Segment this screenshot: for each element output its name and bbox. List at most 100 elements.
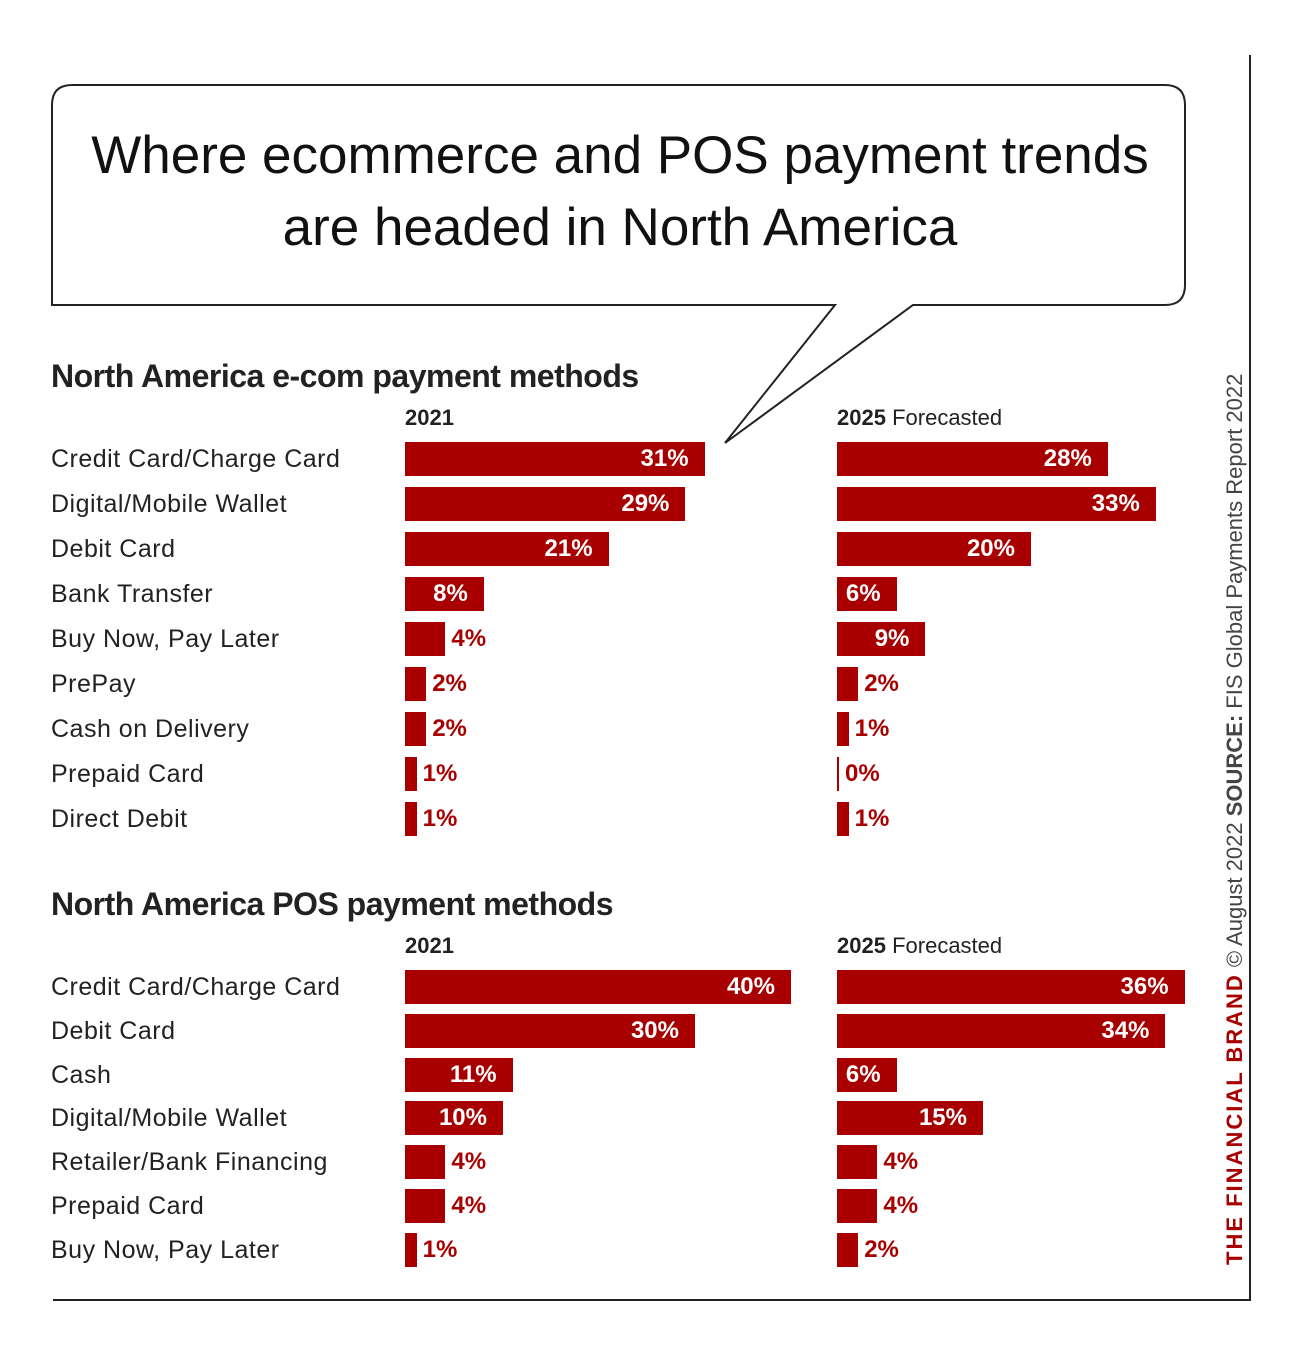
category-label: Digital/Mobile Wallet	[51, 490, 288, 518]
bar	[405, 532, 609, 566]
category-label: Retailer/Bank Financing	[51, 1148, 328, 1177]
value-label: 30%	[630, 1016, 679, 1044]
category-label: PrePay	[51, 670, 136, 698]
bar	[405, 487, 686, 521]
category-label: Prepaid Card	[51, 760, 205, 788]
series-header: 2021	[405, 932, 454, 960]
bar	[837, 970, 1185, 1004]
bar	[405, 970, 791, 1004]
series-name: 2025	[837, 933, 886, 958]
bar	[405, 802, 417, 836]
value-label: 28%	[1043, 445, 1092, 472]
series-note: Forecasted	[892, 405, 1003, 430]
series-name: 2021	[405, 405, 454, 430]
category-label: Debit Card	[51, 1016, 176, 1045]
bar	[837, 487, 1156, 521]
headline: Where ecommerce and POS payment trends a…	[91, 126, 1149, 257]
value-label: 15%	[918, 1104, 967, 1132]
bar	[837, 667, 859, 701]
value-label: 20%	[966, 535, 1015, 562]
bar	[405, 577, 484, 611]
bar	[405, 1145, 446, 1180]
value-label: 1%	[854, 715, 890, 742]
bar	[837, 577, 897, 611]
value-label: 6%	[845, 580, 881, 607]
bar	[837, 1189, 878, 1223]
value-label: 36%	[1120, 973, 1169, 1000]
chart-title: North America POS payment methods	[51, 886, 614, 922]
source-label: SOURCE:	[1222, 714, 1247, 817]
value-label: 1%	[854, 805, 890, 832]
category-label: Prepaid Card	[51, 1192, 205, 1220]
value-label: 1%	[422, 805, 458, 832]
bar	[405, 712, 427, 746]
bar	[837, 622, 926, 656]
bar	[837, 1145, 878, 1180]
value-label: 34%	[1101, 1016, 1150, 1044]
bar	[837, 442, 1108, 476]
value-label: 2%	[432, 715, 467, 742]
bar	[837, 1232, 859, 1267]
category-label: Cash	[51, 1060, 112, 1089]
value-label: 21%	[544, 535, 593, 562]
value-label: 33%	[1091, 490, 1140, 517]
value-label: 4%	[883, 1148, 919, 1176]
series-note: Forecasted	[892, 933, 1003, 958]
category-label: Cash on Delivery	[51, 715, 250, 743]
bar	[405, 1057, 513, 1092]
bar	[837, 1101, 983, 1136]
value-label: 4%	[451, 1192, 487, 1219]
series-header: 2021	[405, 404, 454, 432]
bar	[837, 1013, 1166, 1048]
bar	[405, 1101, 503, 1136]
value-label: 10%	[438, 1104, 487, 1132]
bar	[405, 1189, 446, 1223]
value-label: 4%	[451, 1148, 487, 1176]
value-label: 4%	[883, 1192, 919, 1219]
series-name: 2025	[837, 405, 886, 430]
value-label: 1%	[422, 760, 458, 787]
value-label: 11%	[449, 1060, 497, 1088]
chart-title: North America e-com payment methods	[51, 358, 639, 394]
category-label: Buy Now, Pay Later	[51, 1235, 280, 1264]
credit-date: © August 2022	[1222, 822, 1247, 968]
category-label: Buy Now, Pay Later	[51, 625, 280, 653]
bar	[405, 442, 705, 476]
bar	[405, 757, 417, 791]
bar	[405, 1232, 417, 1267]
value-label: 29%	[621, 490, 670, 517]
value-label: 40%	[726, 973, 775, 1000]
brand: THE FINANCIAL BRAND	[1222, 973, 1247, 1265]
series-name: 2021	[405, 933, 454, 958]
value-label: 8%	[433, 580, 468, 607]
bar	[837, 532, 1031, 566]
bar	[837, 712, 849, 746]
bar	[837, 1057, 897, 1092]
bar	[405, 1013, 695, 1048]
category-label: Bank Transfer	[51, 580, 214, 608]
bar	[837, 757, 839, 791]
value-label: 2%	[432, 670, 467, 697]
bar	[405, 667, 427, 701]
value-label: 6%	[845, 1060, 881, 1088]
series-header: 2025 Forecasted	[837, 932, 1002, 960]
category-label: Credit Card/Charge Card	[51, 973, 341, 1001]
speech-bubble	[51, 84, 1186, 444]
value-label: 2%	[864, 670, 899, 697]
category-label: Debit Card	[51, 535, 176, 563]
source-credit: THE FINANCIAL BRAND © August 2022 SOURCE…	[1220, 305, 1250, 1265]
value-label: 1%	[422, 1235, 458, 1263]
bar	[837, 802, 849, 836]
category-label: Credit Card/Charge Card	[51, 445, 341, 473]
series-header: 2025 Forecasted	[837, 404, 1002, 432]
value-label: 0%	[845, 760, 880, 787]
source: FIS Global Payments Report 2022	[1222, 373, 1247, 709]
value-label: 31%	[640, 445, 689, 472]
value-label: 4%	[451, 625, 487, 652]
bar	[405, 622, 446, 656]
category-label: Direct Debit	[51, 805, 188, 833]
value-label: 2%	[864, 1235, 899, 1263]
value-label: 9%	[874, 625, 910, 652]
